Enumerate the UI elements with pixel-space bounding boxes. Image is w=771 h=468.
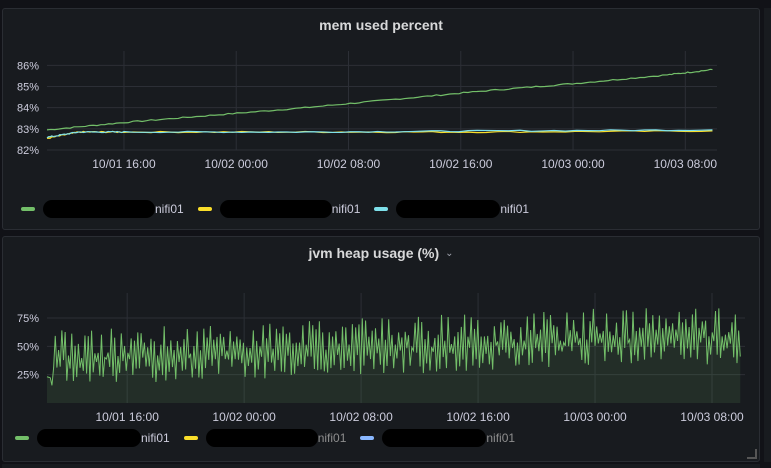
series-line: [46, 68, 713, 131]
legend-item[interactable]: nifi01: [374, 200, 529, 218]
panel-title[interactable]: jvm heap usage (%) ⌄: [3, 245, 759, 261]
legend-swatch: [360, 436, 375, 440]
resize-handle[interactable]: [747, 449, 757, 459]
panel-title[interactable]: mem used percent: [3, 17, 759, 33]
series-line: [46, 129, 713, 139]
y-tick-label: 84%: [17, 103, 39, 115]
legend-item[interactable]: nifi01: [360, 429, 515, 447]
legend-swatch: [21, 207, 35, 211]
legend-label: nifi01: [141, 431, 170, 445]
legend-item[interactable]: nifi01: [15, 429, 170, 447]
x-tick-label: 10/03 08:00: [654, 157, 718, 171]
y-tick-label: 75%: [17, 313, 39, 325]
chevron-down-icon[interactable]: ⌄: [445, 247, 454, 259]
y-tick-label: 86%: [17, 60, 39, 72]
series-area: [47, 308, 741, 403]
legend-label: nifi01: [317, 431, 347, 445]
legend-item[interactable]: nifi01: [197, 200, 361, 218]
legend-swatch: [15, 436, 29, 440]
x-tick-label: 10/02 16:00: [429, 157, 493, 171]
chart-mem-used[interactable]: 82% 83% 84% 85% 86% 10/01 16:00 10/02 00:00 10/…: [3, 9, 759, 229]
legend-label: nifi01: [331, 202, 361, 216]
redacted-label: [382, 429, 487, 447]
x-tick-label: 10/02 00:00: [212, 410, 276, 424]
legend-item[interactable]: nifi01: [21, 200, 184, 218]
legend: nifi01 nifi01 nifi01: [21, 200, 543, 218]
next-panel-edge: [2, 464, 760, 468]
x-tick-label: 10/01 16:00: [92, 157, 156, 171]
side-panel-edge: [764, 8, 771, 462]
legend: nifi01 nifi01 nifi01: [15, 429, 529, 447]
x-tick-label: 10/02 16:00: [446, 410, 510, 424]
legend-swatch: [197, 207, 212, 211]
legend-label: nifi01: [486, 431, 516, 445]
y-tick-label: 82%: [17, 145, 39, 157]
panel-mem-used-percent[interactable]: mem used percent 82% 83% 84% 85% 86% 10/01 16…: [2, 8, 760, 230]
y-tick-label: 25%: [17, 370, 39, 382]
y-tick-label: 50%: [17, 341, 39, 353]
series-line: [46, 308, 741, 386]
x-tick-label: 10/02 00:00: [205, 157, 269, 171]
x-tick-label: 10/03 00:00: [563, 410, 627, 424]
redacted-label: [396, 200, 501, 218]
chart-jvm-heap[interactable]: 25% 50% 75% 10/01 16:00 10/02 00:00 10/02 08:…: [3, 237, 759, 461]
y-tick-label: 83%: [17, 124, 39, 136]
x-tick-label: 10/02 08:00: [317, 157, 381, 171]
panel-title-text: jvm heap usage (%): [308, 245, 440, 261]
x-tick-label: 10/03 00:00: [541, 157, 605, 171]
legend-swatch: [183, 436, 198, 440]
redacted-label: [37, 429, 141, 447]
panel-title-text: mem used percent: [319, 17, 443, 33]
legend-swatch: [374, 207, 389, 211]
redacted-label: [43, 200, 155, 218]
x-tick-label: 10/02 08:00: [329, 410, 393, 424]
legend-item[interactable]: nifi01: [183, 429, 347, 447]
x-tick-label: 10/03 08:00: [680, 410, 744, 424]
redacted-label: [205, 429, 318, 447]
redacted-label: [219, 200, 332, 218]
panel-jvm-heap-usage[interactable]: jvm heap usage (%) ⌄ 25% 50% 75% 10/01 16:0…: [2, 236, 760, 462]
y-tick-label: 85%: [17, 82, 39, 94]
x-tick-label: 10/01 16:00: [95, 410, 159, 424]
legend-label: nifi01: [155, 202, 184, 216]
legend-label: nifi01: [500, 202, 530, 216]
